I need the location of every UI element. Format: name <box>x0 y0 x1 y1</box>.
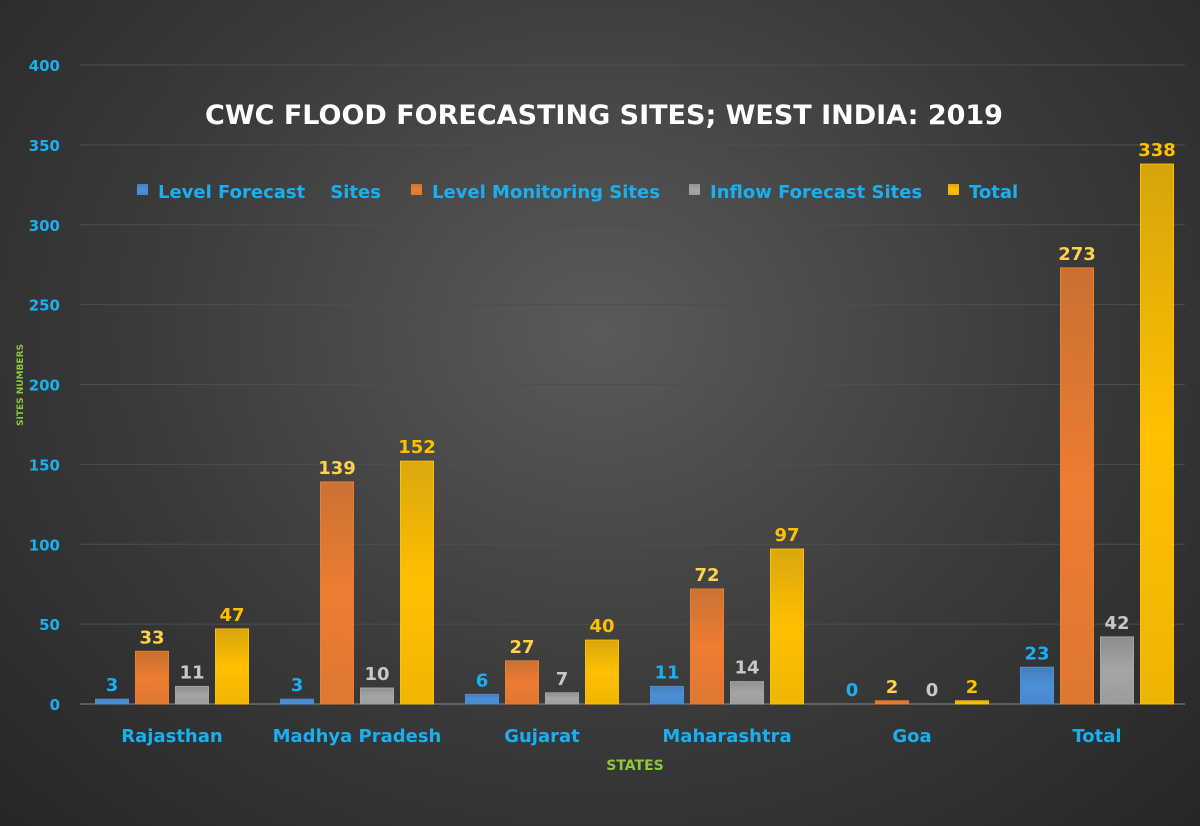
data-label: 6 <box>476 670 489 691</box>
bar <box>1140 163 1174 705</box>
x-tick-label: Goa <box>892 726 931 747</box>
bar <box>1020 666 1054 705</box>
legend-swatch <box>948 184 959 195</box>
legend-swatch <box>689 184 700 195</box>
data-label: 10 <box>364 664 389 685</box>
data-label: 2 <box>886 677 899 698</box>
data-label: 7 <box>556 669 569 690</box>
data-label: 14 <box>734 658 759 679</box>
data-label: 152 <box>398 437 436 458</box>
bar <box>465 693 499 705</box>
legend: Level Forecast Sites Level Monitoring Sit… <box>137 182 1018 203</box>
y-axis-ticks: 0 50 100 150 200 250 300 350 400 <box>29 57 60 714</box>
bar <box>1100 636 1134 705</box>
bar <box>1060 267 1094 705</box>
y-tick-label: 350 <box>29 137 60 155</box>
x-axis-title: STATES <box>606 758 664 774</box>
x-tick-label: Total <box>1072 726 1121 747</box>
y-tick-label: 250 <box>29 297 60 315</box>
bar <box>215 628 249 705</box>
bar <box>320 481 354 705</box>
bar <box>770 548 804 705</box>
data-label: 72 <box>694 565 719 586</box>
y-tick-label: 100 <box>29 536 60 554</box>
data-label: 11 <box>654 662 679 683</box>
bar <box>730 681 764 705</box>
bar <box>400 460 434 705</box>
data-label: 0 <box>846 680 859 701</box>
x-tick-label: Rajasthan <box>121 726 222 747</box>
legend-swatch <box>137 184 148 195</box>
bar <box>95 698 129 705</box>
legend-label: Total <box>969 182 1018 203</box>
gridlines <box>80 64 1185 705</box>
data-label: 42 <box>1104 613 1129 634</box>
y-axis-title: SITES NUMBERS <box>16 344 26 426</box>
bar <box>360 687 394 705</box>
bar <box>875 700 909 705</box>
data-label: 3 <box>291 675 304 696</box>
bar <box>280 698 314 705</box>
data-label: 0 <box>926 680 939 701</box>
y-tick-label: 50 <box>39 616 60 634</box>
x-tick-label: Madhya Pradesh <box>273 726 442 747</box>
x-tick-label: Maharashtra <box>662 726 791 747</box>
bar <box>175 685 209 705</box>
y-tick-label: 200 <box>29 377 60 395</box>
data-label: 139 <box>318 458 356 479</box>
data-label: 23 <box>1024 643 1049 664</box>
bar <box>505 660 539 705</box>
legend-swatch <box>411 184 422 195</box>
legend-label: Level Forecast Sites <box>158 182 381 203</box>
legend-label: Inflow Forecast Sites <box>710 182 922 203</box>
legend-label: Level Monitoring Sites <box>432 182 660 203</box>
y-tick-label: 400 <box>29 57 60 75</box>
x-tick-label: Gujarat <box>504 726 580 747</box>
bar <box>585 639 619 705</box>
bar <box>135 650 169 705</box>
bar <box>545 692 579 705</box>
data-label: 47 <box>219 605 244 626</box>
data-label: 2 <box>966 677 979 698</box>
data-label: 273 <box>1058 244 1096 265</box>
data-label: 97 <box>774 525 799 546</box>
data-label: 33 <box>139 627 164 648</box>
bar <box>955 700 989 705</box>
chart-title: CWC FLOOD FORECASTING SITES; WEST INDIA:… <box>205 100 1003 131</box>
y-tick-label: 300 <box>29 217 60 235</box>
data-label: 27 <box>509 637 534 658</box>
data-label: 3 <box>106 675 119 696</box>
y-tick-label: 0 <box>50 696 60 714</box>
bar <box>650 685 684 705</box>
data-label: 40 <box>589 616 614 637</box>
bar <box>690 588 724 705</box>
x-axis-ticks: Rajasthan Madhya Pradesh Gujarat Maharashtr… <box>121 726 1121 747</box>
y-tick-label: 150 <box>29 456 60 474</box>
data-label: 11 <box>179 662 204 683</box>
data-label: 338 <box>1138 140 1176 161</box>
